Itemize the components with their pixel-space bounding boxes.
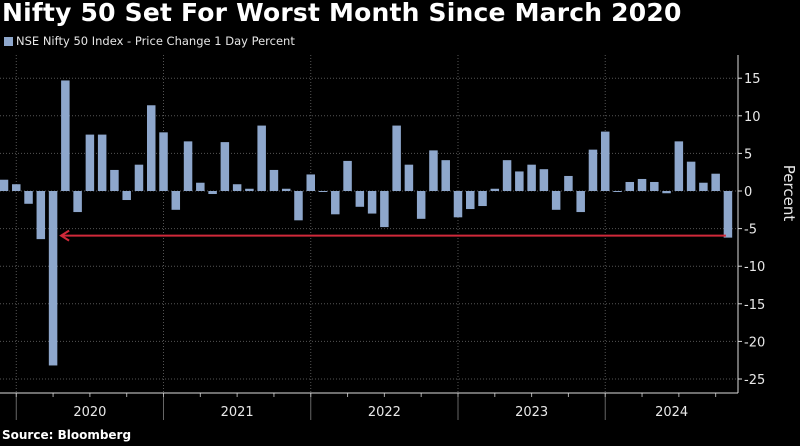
bar-mar-2022: [343, 160, 352, 191]
bar-dec-2021: [306, 174, 315, 191]
bar-sep-2020: [122, 191, 131, 201]
annotation-arrowhead-icon: [59, 229, 70, 242]
bar-apr-2022: [355, 191, 365, 207]
x-tick-label: 2022: [368, 405, 401, 420]
bar-jun-2023: [527, 164, 536, 191]
legend-swatch: [4, 36, 13, 46]
y-tick-label: 15: [744, 72, 761, 87]
bar-jan-2021: [171, 191, 181, 210]
bar-apr-2024: [650, 181, 659, 191]
bar-aug-2022: [404, 164, 414, 191]
bar-feb-2024: [625, 181, 635, 191]
bar-aug-2020: [110, 169, 119, 191]
bar-jan-2022: [318, 191, 328, 192]
bar-aug-2024: [699, 182, 708, 191]
y-tick-label: -5: [744, 223, 757, 238]
bar-may-2021: [220, 142, 230, 191]
bar-sep-2022: [416, 191, 426, 219]
bar-jan-2023: [466, 191, 475, 210]
bar-sep-2021: [269, 169, 279, 191]
bar-mar-2020: [48, 191, 58, 366]
y-tick-label: -25: [744, 373, 765, 388]
bar-feb-2022: [331, 191, 340, 215]
bar-jul-2022: [392, 125, 401, 191]
bar-oct-2021: [281, 188, 291, 191]
source-note: Source: Bloomberg: [2, 428, 132, 442]
bar-jul-2020: [97, 134, 107, 191]
bar-aug-2021: [257, 125, 266, 191]
bar-dec-2023: [600, 131, 610, 191]
y-tick-label: -15: [744, 298, 765, 313]
bar-mar-2024: [637, 178, 647, 191]
bar-apr-2021: [208, 191, 217, 195]
y-tick-label: 5: [744, 147, 752, 162]
bar-nov-2019: [0, 179, 9, 191]
y-tick-label: 10: [744, 110, 761, 125]
bar-feb-2021: [183, 141, 193, 191]
bar-apr-2020: [61, 80, 70, 191]
bar-nov-2023: [588, 149, 598, 191]
bar-oct-2022: [429, 150, 438, 191]
bar-aug-2023: [551, 191, 561, 210]
bar-jun-2021: [232, 184, 242, 191]
x-tick-label: 2023: [515, 405, 548, 420]
bar-jul-2023: [539, 169, 549, 191]
bar-jun-2020: [85, 134, 95, 191]
chart-title: Nifty 50 Set For Worst Month Since March…: [2, 0, 682, 27]
legend-label: NSE Nifty 50 Index - Price Change 1 Day …: [16, 34, 295, 48]
bar-may-2024: [662, 191, 671, 194]
y-tick-label: 0: [744, 185, 752, 200]
bar-apr-2023: [502, 160, 512, 191]
bar-sep-2023: [564, 175, 573, 191]
bar-mar-2021: [196, 182, 205, 191]
bar-dec-2019: [12, 184, 21, 191]
bar-jun-2024: [674, 141, 684, 191]
bar-nov-2020: [146, 105, 156, 191]
y-axis-label: Percent: [780, 165, 798, 222]
y-tick-label: -20: [744, 335, 765, 350]
bar-dec-2022: [453, 191, 463, 218]
bar-feb-2023: [478, 191, 487, 207]
bar-sep-2024: [711, 173, 720, 191]
bar-jul-2021: [245, 188, 254, 191]
bar-nov-2021: [294, 191, 303, 221]
bar-feb-2020: [36, 191, 46, 240]
bar-jan-2024: [613, 191, 622, 192]
bar-may-2023: [515, 171, 524, 191]
bar-oct-2024: [723, 191, 733, 238]
bar-nov-2022: [441, 160, 450, 191]
bar-oct-2023: [576, 191, 585, 213]
bar-oct-2020: [134, 164, 144, 191]
x-tick-label: 2024: [655, 405, 688, 420]
x-tick-label: 2020: [73, 405, 106, 420]
bar-may-2022: [367, 191, 377, 214]
bar-jun-2022: [380, 191, 389, 228]
bar-jan-2020: [24, 191, 33, 204]
bar-jul-2024: [686, 161, 696, 191]
y-tick-label: -10: [744, 260, 765, 275]
x-tick-label: 2021: [221, 405, 254, 420]
bar-may-2020: [73, 191, 82, 213]
bar-mar-2023: [490, 188, 500, 191]
legend: NSE Nifty 50 Index - Price Change 1 Day …: [4, 34, 295, 48]
bar-dec-2020: [159, 132, 168, 191]
